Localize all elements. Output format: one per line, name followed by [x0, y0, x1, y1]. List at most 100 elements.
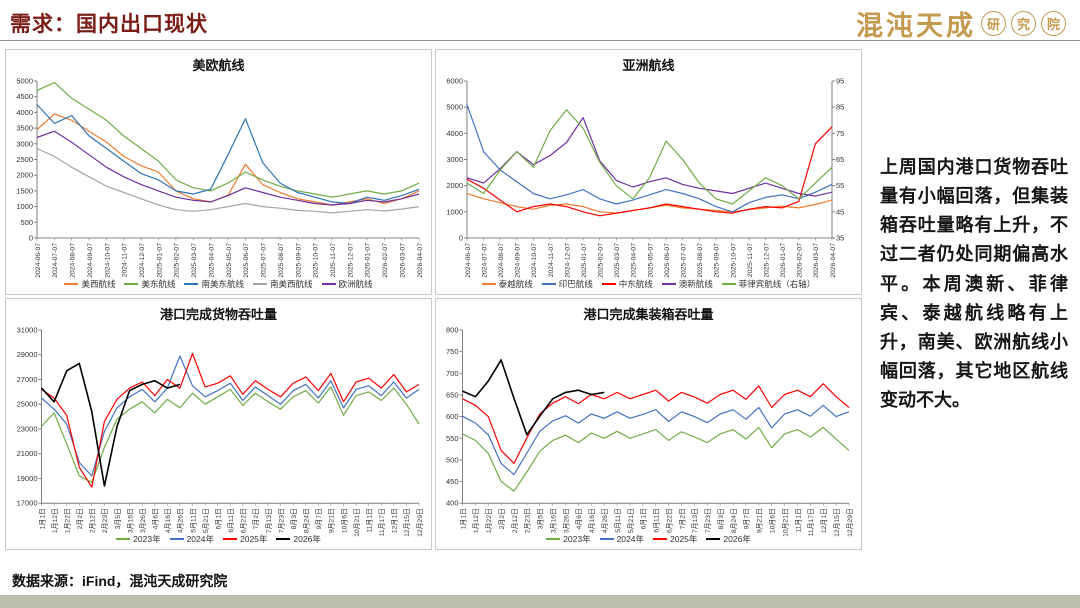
legend-item: 南美西航线	[253, 278, 313, 290]
svg-text:11月17日: 11月17日	[378, 508, 386, 536]
svg-text:2026-03-07: 2026-03-07	[813, 243, 820, 278]
svg-text:2025-04-07: 2025-04-07	[208, 243, 215, 278]
footer-bar	[0, 595, 1080, 608]
legend-line-icon	[601, 283, 616, 285]
legend-label: 菲律宾航线（右轴）	[738, 279, 816, 289]
chart-title: 港口完成集装箱吞吐量	[583, 307, 714, 322]
svg-text:3月5日: 3月5日	[114, 508, 122, 529]
svg-text:10月21日: 10月21日	[781, 508, 789, 537]
svg-text:1000: 1000	[446, 207, 463, 216]
svg-text:27000: 27000	[17, 375, 38, 384]
svg-text:2026-02-07: 2026-02-07	[797, 243, 804, 278]
legend-item: 美东航线	[124, 278, 175, 290]
svg-text:2025-07-07: 2025-07-07	[261, 243, 268, 278]
legend-line-icon	[721, 283, 736, 285]
legend-label: 中东航线	[618, 279, 653, 289]
legend-item: 泰越航线	[481, 278, 533, 290]
legend-line-icon	[706, 538, 721, 540]
svg-text:12月15日: 12月15日	[403, 508, 411, 537]
svg-text:450: 450	[446, 477, 459, 486]
legend-item: 2023年	[116, 533, 161, 545]
svg-text:750: 750	[446, 347, 459, 356]
svg-text:2月23日: 2月23日	[524, 508, 532, 533]
legend-line-icon	[223, 538, 237, 540]
svg-text:2025-06-07: 2025-06-07	[664, 243, 671, 278]
svg-text:4月16日: 4月16日	[588, 508, 596, 533]
legend-item: 南美东航线	[184, 278, 244, 290]
svg-text:7月23日: 7月23日	[277, 508, 285, 533]
svg-text:2025-03-07: 2025-03-07	[614, 243, 621, 278]
svg-text:4月16日: 4月16日	[164, 508, 172, 533]
chart-plot: 0 500 1000 1500 2000 2500 3000 3500 4000 4500 5000…	[9, 74, 428, 278]
legend-item: 2023年	[546, 533, 591, 545]
svg-text:4500: 4500	[16, 92, 33, 101]
svg-text:4000: 4000	[16, 108, 33, 117]
svg-text:600: 600	[446, 412, 459, 421]
svg-text:8月24日: 8月24日	[303, 508, 311, 533]
svg-text:75: 75	[836, 129, 844, 138]
svg-text:1000: 1000	[16, 202, 33, 211]
svg-text:2024-06-07: 2024-06-07	[465, 243, 472, 278]
svg-text:7月2日: 7月2日	[678, 508, 686, 529]
svg-text:29000: 29000	[17, 350, 38, 359]
svg-text:800: 800	[446, 326, 459, 335]
svg-text:5000: 5000	[16, 77, 33, 86]
legend-item: 2026年	[706, 533, 751, 545]
chart-asia-routes: 亚洲航线 0 1000 2000 3000 4000 5000 6000 35 45 55 65 75…	[435, 49, 862, 295]
svg-text:2026-03-07: 2026-03-07	[399, 243, 406, 278]
svg-text:650: 650	[446, 390, 459, 399]
legend-label: 美东航线	[141, 279, 176, 289]
legend-line-icon	[321, 283, 336, 285]
svg-text:7月13日: 7月13日	[691, 508, 699, 533]
svg-text:10月21日: 10月21日	[353, 508, 361, 537]
svg-text:9月21日: 9月21日	[328, 508, 336, 533]
svg-text:400: 400	[446, 499, 459, 508]
legend-line-icon	[253, 283, 267, 285]
legend-label: 2025年	[670, 534, 698, 544]
svg-text:2025-08-07: 2025-08-07	[278, 243, 285, 278]
svg-text:35: 35	[836, 234, 844, 243]
chart-title: 亚洲航线	[622, 58, 675, 73]
svg-text:12月29日: 12月29日	[416, 508, 424, 537]
svg-text:2024-09-07: 2024-09-07	[515, 243, 522, 278]
svg-text:2024-07-07: 2024-07-07	[481, 243, 488, 278]
svg-text:1月1日: 1月1日	[38, 508, 46, 529]
svg-text:12月1日: 12月1日	[820, 508, 828, 533]
svg-text:0: 0	[459, 234, 463, 243]
svg-text:500: 500	[20, 218, 33, 227]
legend-item: 中东航线	[601, 278, 653, 290]
legend-label: 印巴航线	[558, 279, 593, 289]
svg-text:65: 65	[836, 155, 844, 164]
svg-text:7月13日: 7月13日	[265, 508, 273, 533]
svg-text:4000: 4000	[446, 129, 463, 138]
commentary-text: 上周国内港口货物吞吐量有小幅回落，但集装箱吞吐量略有上升，不过二者仍处同期偏高水…	[880, 157, 1068, 411]
header-divider	[0, 40, 1080, 41]
brand-logo: 混沌天成 研 究 院	[856, 4, 1066, 43]
svg-text:1月12日: 1月12日	[51, 508, 59, 533]
page-title: 需求：国内出口现状	[10, 12, 208, 36]
svg-text:2025-10-07: 2025-10-07	[313, 243, 320, 278]
svg-text:2月23日: 2月23日	[101, 508, 109, 533]
svg-text:2026-04-07: 2026-04-07	[830, 243, 837, 278]
svg-text:9月7日: 9月7日	[743, 508, 751, 529]
svg-text:2月12日: 2月12日	[89, 508, 97, 533]
chart-legend: 2023年 2024年 2025年 2026年	[9, 533, 428, 547]
chart-legend: 美西航线 美东航线 南美东航线 南美西航线 欧洲航线	[9, 278, 428, 292]
svg-text:21000: 21000	[17, 449, 38, 458]
svg-text:2024-06-07: 2024-06-07	[35, 243, 42, 278]
legend-line-icon	[653, 538, 667, 540]
legend-label: 2024年	[616, 534, 644, 544]
svg-text:2025-09-07: 2025-09-07	[714, 243, 721, 278]
legend-label: 南美东航线	[201, 279, 244, 289]
svg-text:6月11日: 6月11日	[227, 508, 235, 532]
svg-text:3000: 3000	[16, 139, 33, 148]
svg-text:2024-08-07: 2024-08-07	[70, 243, 77, 278]
legend-item: 美西航线	[64, 278, 115, 290]
svg-text:1月22日: 1月22日	[485, 508, 493, 533]
legend-line-icon	[599, 538, 614, 540]
legend-line-icon	[541, 283, 556, 285]
svg-text:3月5日: 3月5日	[537, 508, 545, 529]
legend-line-icon	[276, 538, 291, 540]
svg-text:85: 85	[836, 103, 844, 112]
